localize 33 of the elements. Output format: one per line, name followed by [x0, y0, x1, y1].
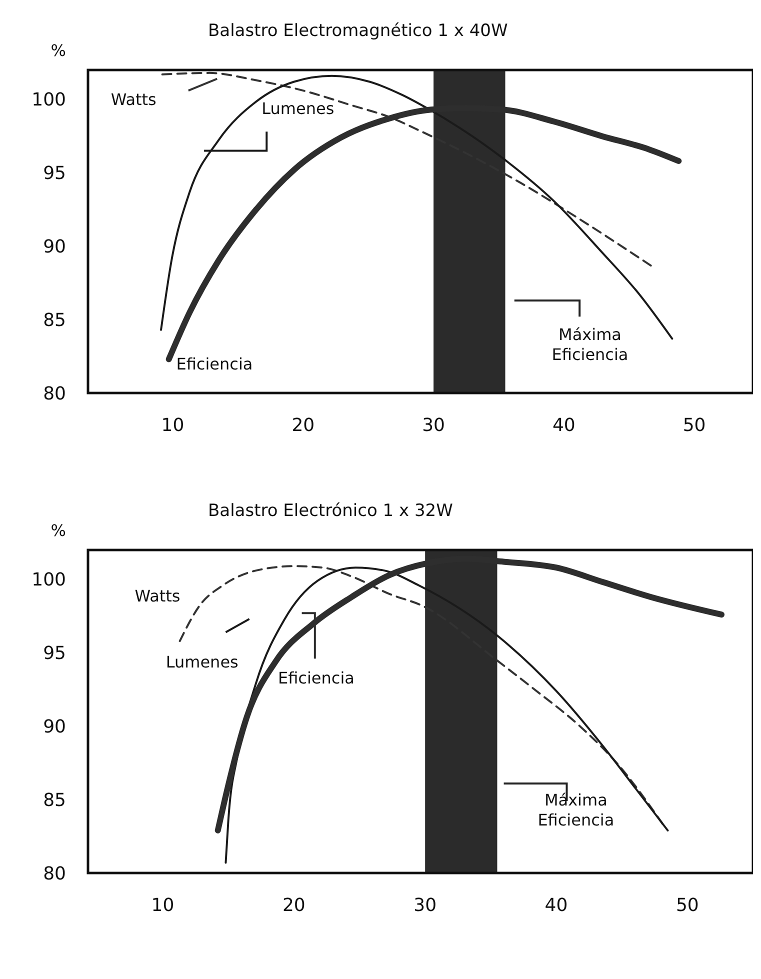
y-tick-label: 95 [43, 163, 66, 184]
x-tick-label: 20 [282, 895, 306, 916]
x-tick-label: 50 [682, 415, 706, 436]
y-axis-title: % [50, 41, 66, 60]
y-tick-label: 95 [43, 643, 66, 664]
series-label: Eficiencia [278, 668, 354, 688]
y-tick-label: 90 [43, 716, 66, 738]
chart-title: Balastro Electrónico 1 x 32W [208, 501, 454, 521]
x-tick-label: 40 [552, 415, 576, 436]
x-tick-label: 20 [292, 415, 315, 436]
y-tick-label: 100 [32, 90, 66, 111]
x-tick-label: 30 [422, 415, 445, 436]
series-label: Lumenes [262, 99, 334, 118]
band-label: Máxima Eficiencia [552, 325, 628, 364]
x-tick-label: 40 [544, 895, 568, 916]
series-label: Watts [134, 586, 180, 606]
y-tick-label: 85 [43, 310, 66, 331]
chart-title: Balastro Electromagnético 1 x 40W [208, 21, 508, 41]
y-tick-label: 90 [43, 236, 66, 258]
y-tick-label: 100 [32, 570, 66, 591]
series-label: Watts [110, 90, 156, 110]
x-tick-label: 50 [676, 895, 699, 916]
y-tick-label: 85 [43, 790, 66, 811]
y-axis-title: % [50, 521, 66, 540]
series-label: Eficiencia [176, 354, 253, 374]
x-tick-label: 10 [161, 415, 184, 436]
series-label: Lumenes [166, 652, 238, 672]
band-label: Máxima Eficiencia [538, 790, 614, 830]
y-tick-label: 80 [43, 863, 66, 884]
line-series [160, 74, 674, 340]
y-tick-label: 80 [43, 383, 66, 404]
x-tick-label: 30 [414, 895, 437, 916]
x-tick-label: 10 [151, 895, 174, 916]
